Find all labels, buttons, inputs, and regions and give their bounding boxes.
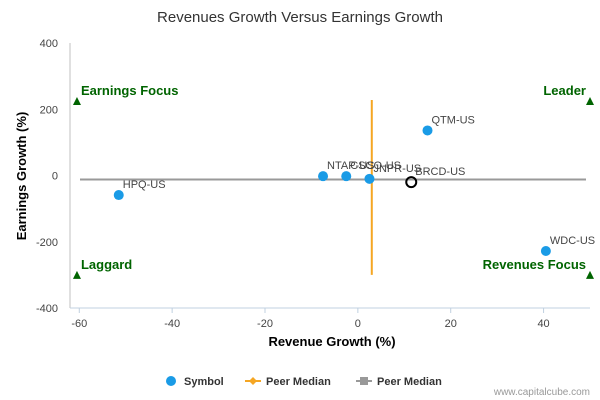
legend-label-peer-median: Peer Median bbox=[266, 376, 331, 388]
data-point-label: CSCO-US bbox=[350, 160, 401, 172]
legend-gray-marker bbox=[360, 377, 368, 385]
quadrant-triangle-marker bbox=[72, 270, 81, 279]
x-tick-label: -60 bbox=[71, 318, 87, 330]
data-point bbox=[540, 246, 551, 257]
credit-text: www.capitalcube.com bbox=[493, 387, 590, 398]
legend[interactable]: Symbol Peer Median Peer Median bbox=[166, 376, 442, 388]
quadrant-label: Revenues Focus bbox=[483, 257, 586, 272]
data-point bbox=[341, 171, 352, 182]
legend-label-peer-median: Peer Median bbox=[377, 376, 442, 388]
y-tick-label: -400 bbox=[36, 303, 58, 315]
y-tick-label: 400 bbox=[40, 38, 58, 50]
data-point bbox=[422, 125, 433, 136]
legend-orange-marker bbox=[249, 377, 257, 385]
data-point-label: QTM-US bbox=[432, 114, 475, 126]
legend-symbol-marker bbox=[166, 376, 176, 386]
data-point-label: HPQ-US bbox=[123, 179, 166, 191]
x-axis-title: Revenue Growth (%) bbox=[268, 334, 395, 349]
quadrant-label: Laggard bbox=[81, 257, 132, 272]
x-tick-label: 40 bbox=[537, 318, 549, 330]
y-tick-label: -200 bbox=[36, 237, 58, 249]
data-point-label: JNPR-US bbox=[373, 163, 421, 175]
data-point bbox=[113, 190, 124, 201]
quadrant-triangle-marker bbox=[586, 96, 594, 105]
x-tick-label: -40 bbox=[164, 318, 180, 330]
highlight-point bbox=[405, 176, 418, 189]
data-point bbox=[364, 173, 375, 184]
highlight-point-label: BRCD-US bbox=[415, 166, 465, 178]
quadrant-label: Leader bbox=[543, 83, 586, 98]
x-tick-label: 20 bbox=[445, 318, 457, 330]
quadrant-label: Earnings Focus bbox=[81, 83, 179, 98]
x-tick-label: 0 bbox=[355, 318, 361, 330]
quadrant-triangle-marker bbox=[72, 96, 81, 105]
chart-title: Revenues Growth Versus Earnings Growth bbox=[157, 9, 443, 26]
legend-label-symbol: Symbol bbox=[184, 376, 224, 388]
data-point-label: WDC-US bbox=[550, 235, 595, 247]
y-axis-title: Earnings Growth (%) bbox=[14, 112, 29, 241]
quadrant-triangle-marker bbox=[586, 270, 594, 279]
y-tick-label: 0 bbox=[52, 171, 58, 183]
data-point bbox=[318, 171, 329, 182]
y-tick-label: 200 bbox=[40, 104, 58, 116]
x-tick-label: -20 bbox=[257, 318, 273, 330]
data-point-label: NTAP-US bbox=[327, 160, 374, 172]
